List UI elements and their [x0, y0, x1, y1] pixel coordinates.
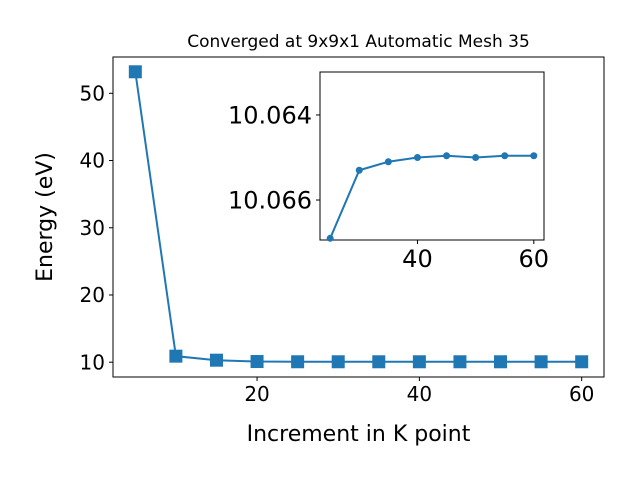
marker	[291, 355, 305, 369]
marker	[128, 65, 142, 79]
y-tick-label: 30	[80, 216, 105, 240]
x-tick-label: 40	[402, 245, 433, 273]
marker	[326, 234, 334, 242]
marker	[575, 355, 589, 369]
series-line	[329, 154, 534, 239]
marker	[250, 355, 264, 369]
marker	[372, 355, 386, 369]
x-tick-label: 20	[244, 382, 269, 406]
marker	[169, 349, 183, 363]
y-tick-label: 10	[80, 350, 105, 374]
marker	[443, 152, 451, 160]
x-tick-label: 40	[407, 382, 432, 406]
marker	[534, 355, 548, 369]
marker	[209, 353, 223, 367]
x-tick-label: 60	[569, 382, 594, 406]
y-tick-label: 20	[80, 283, 105, 307]
marker	[355, 166, 363, 174]
y-tick-label: 50	[80, 82, 105, 106]
y-tick-label: 10.066	[228, 187, 312, 215]
series-line	[134, 71, 582, 363]
marker	[413, 153, 421, 161]
marker	[530, 152, 538, 160]
x-axis-label: Increment in K point	[247, 422, 471, 447]
marker	[453, 355, 467, 369]
marker	[472, 153, 480, 161]
marker	[384, 158, 392, 166]
marker	[331, 355, 345, 369]
x-tick-label: 60	[519, 245, 550, 273]
y-axis-label: Energy (eV)	[33, 152, 58, 282]
marker	[412, 355, 426, 369]
marker	[501, 152, 509, 160]
chart-title: Converged at 9x9x1 Automatic Mesh 35	[187, 32, 530, 52]
marker	[494, 355, 508, 369]
y-tick-label: 10.064	[228, 102, 312, 130]
y-tick-label: 40	[80, 149, 105, 173]
